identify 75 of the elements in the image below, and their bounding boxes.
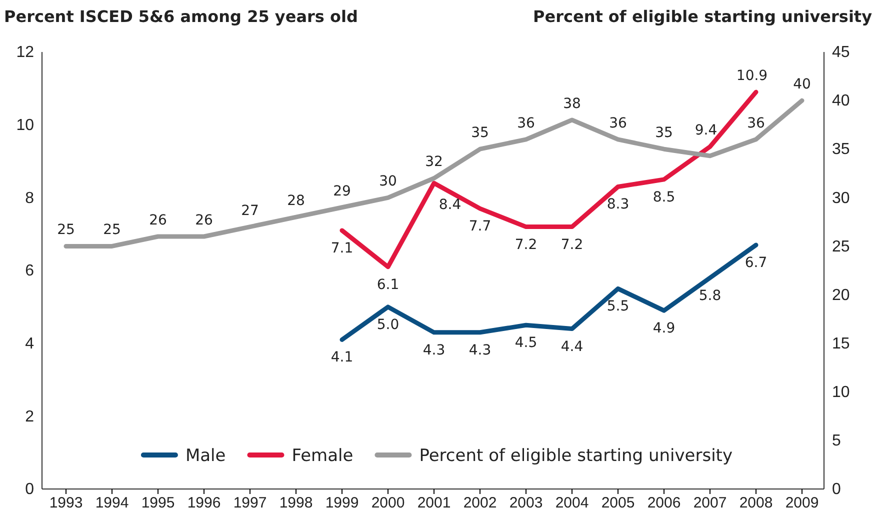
- x-tick-label: 1996: [187, 494, 221, 512]
- data-label: 7.2: [514, 236, 538, 253]
- data-label: 4.3: [468, 342, 492, 358]
- data-label: 8.5: [652, 189, 676, 206]
- data-label: 8.3: [606, 196, 630, 213]
- data-label: 36: [609, 115, 627, 132]
- data-label: 26: [149, 212, 167, 229]
- data-label: 9.4: [694, 122, 718, 139]
- y2-axis-title: Percent of eligible starting university: [533, 7, 873, 26]
- data-label: 6.7: [744, 255, 768, 272]
- y2-tick-label: 10: [832, 384, 850, 402]
- legend-label: Female: [292, 446, 354, 466]
- data-label: 7.1: [330, 240, 354, 256]
- y2-tick-label: 35: [832, 141, 850, 158]
- x-tick-label: 2004: [555, 494, 589, 512]
- data-label: 30: [379, 174, 397, 190]
- y2-tick-label: 15: [832, 335, 850, 352]
- data-label: 35: [471, 125, 489, 142]
- y2-tick-label: 45: [832, 44, 850, 62]
- data-label: 35: [655, 125, 673, 142]
- y-tick-label: 0: [25, 481, 34, 498]
- data-label: 25: [103, 222, 121, 238]
- x-tick-label: 1993: [49, 494, 83, 512]
- x-tick-label: 2003: [509, 494, 543, 512]
- x-tick-label: 1999: [325, 494, 359, 512]
- x-tick-label: 2005: [601, 494, 635, 512]
- y-tick-label: 12: [16, 44, 34, 62]
- x-tick-label: 2006: [647, 494, 681, 512]
- x-tick-label: 2009: [785, 494, 819, 512]
- data-label: 6.1: [376, 276, 400, 293]
- data-label: 26: [195, 212, 213, 229]
- data-label: 36: [747, 115, 765, 132]
- data-label: 10.9: [736, 68, 768, 84]
- data-label: 27: [241, 202, 259, 219]
- data-label: 7.2: [560, 236, 584, 253]
- y2-tick-label: 25: [832, 238, 850, 256]
- y2-tick-label: 0: [832, 481, 841, 498]
- legend-label: Percent of eligible starting university: [419, 446, 733, 466]
- data-label: 28: [287, 193, 305, 210]
- legend-label: Male: [185, 446, 226, 466]
- y-tick-label: 4: [25, 335, 34, 352]
- data-label: 4.4: [560, 338, 584, 355]
- y-tick-label: 6: [25, 262, 34, 280]
- y-axis-title: Percent ISCED 5&6 among 25 years old: [4, 7, 358, 26]
- x-tick-label: 2002: [463, 494, 497, 512]
- data-label: 4.9: [652, 320, 676, 337]
- y-tick-label: 8: [25, 190, 34, 207]
- y-tick-label: 2: [25, 408, 34, 426]
- data-label: 32: [425, 154, 443, 170]
- data-label: 4.3: [422, 342, 446, 358]
- data-label: 4.5: [514, 335, 538, 352]
- y-tick-label: 10: [16, 116, 34, 134]
- data-label: 38: [563, 96, 581, 112]
- y2-tick-label: 5: [832, 432, 841, 450]
- y2-tick-label: 30: [832, 190, 850, 207]
- x-tick-label: 1995: [141, 494, 175, 512]
- x-tick-label: 1994: [95, 494, 129, 512]
- x-tick-label: 1998: [279, 494, 313, 512]
- data-label: 5.0: [376, 316, 400, 333]
- data-label: 8.4: [438, 197, 462, 214]
- data-label: 7.7: [468, 218, 492, 235]
- data-label: 4.1: [330, 350, 354, 366]
- x-tick-label: 2007: [693, 494, 727, 512]
- data-label: 40: [793, 76, 811, 93]
- data-label: 5.8: [698, 288, 722, 304]
- x-tick-label: 2001: [417, 494, 451, 512]
- x-tick-label: 1997: [233, 494, 267, 512]
- data-label: 36: [517, 115, 535, 132]
- y2-tick-label: 20: [832, 286, 850, 304]
- x-tick-label: 2008: [739, 494, 773, 512]
- x-tick-label: 2000: [371, 494, 405, 512]
- data-label: 25: [57, 222, 75, 238]
- data-label: 29: [333, 183, 351, 200]
- y2-tick-label: 40: [832, 92, 850, 110]
- data-label: 5.5: [606, 298, 630, 315]
